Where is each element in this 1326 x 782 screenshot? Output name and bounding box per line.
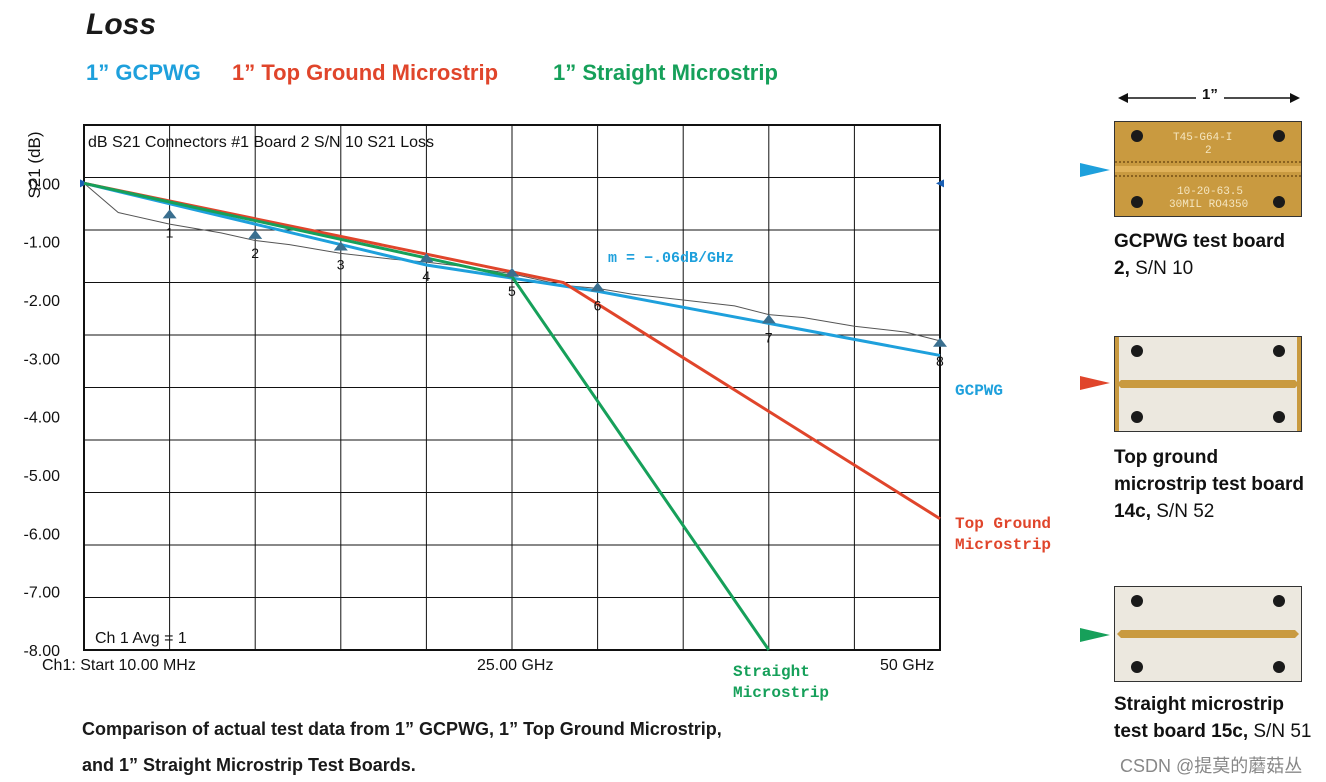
y-tick-label: -6.00 xyxy=(24,526,61,543)
y-tick-label: -3.00 xyxy=(24,351,61,368)
board-2-serial: S/N 52 xyxy=(1150,501,1215,522)
legend-gcpwg: 1” GCPWG xyxy=(86,60,201,85)
series-label-gcpwg: GCPWG xyxy=(955,382,1003,400)
top-ground-board-photo xyxy=(1114,336,1302,432)
marker-label: 2 xyxy=(251,245,259,261)
y-tick-label: -8.00 xyxy=(24,643,61,660)
gcpwg-board-label: GCPWG test board 2, S/N 10 xyxy=(1114,228,1304,282)
marker-triangle xyxy=(419,253,434,263)
page-title: Loss xyxy=(86,8,157,41)
y-tick-label: -4.00 xyxy=(24,410,61,427)
x-tick-start: Ch1: Start 10.00 MHz xyxy=(42,657,196,674)
marker-label: 8 xyxy=(936,353,944,369)
series-end-labels: GCPWG Top Ground Microstrip Straight Microst… xyxy=(733,382,1051,702)
board-1-serial: S/N 10 xyxy=(1129,258,1194,279)
straight-board-label: Straight microstrip test board 15c, S/N … xyxy=(1114,691,1314,745)
y-tick-label: 0.00 xyxy=(29,176,60,193)
board-3-name: Straight microstrip test board 15c, xyxy=(1114,694,1284,742)
dimension-indicator: 1” xyxy=(1118,86,1300,112)
straight-board-photo xyxy=(1114,586,1302,682)
board-2-name: Top ground microstrip test board 14c, xyxy=(1114,447,1305,522)
reference-marker-right xyxy=(936,179,944,188)
board-3-serial: S/N 51 xyxy=(1248,721,1312,742)
board-arrow-gcpwg xyxy=(1080,163,1110,177)
marker-triangle xyxy=(505,267,519,277)
loss-chart: 1 2 3 4 5 6 7 8 0.00 -1.00 -2.00 -3.00 -4.00 -5.00 -6… xyxy=(24,124,1051,702)
chart-grid xyxy=(80,124,944,651)
slope-annotation: m = −.06dB/GHz xyxy=(608,250,734,267)
reference-marker-left xyxy=(80,179,88,188)
marker-label: 7 xyxy=(765,329,773,345)
marker-triangle xyxy=(761,314,776,324)
legend-top-ground-microstrip: 1” Top Ground Microstrip xyxy=(232,60,499,85)
series-label-top-ground-microstrip: Top Ground Microstrip xyxy=(955,515,1051,554)
y-axis-label: S21 (dB) xyxy=(25,131,44,198)
legend-straight-microstrip: 1” Straight Microstrip xyxy=(553,60,778,85)
y-tick-label: -1.00 xyxy=(24,235,61,252)
marker-triangle xyxy=(590,282,605,292)
pcb-text-4: 30MIL RO4350 xyxy=(1169,199,1248,211)
x-tick-mid: 25.00 GHz xyxy=(477,657,553,674)
gcpwg-board-photo: T45-G64-I 2 10-20-63.5 30MIL RO4350 xyxy=(1114,121,1302,217)
marker-triangle xyxy=(333,241,348,251)
caption-line-2: and 1” Straight Microstrip Test Boards. xyxy=(82,755,416,775)
pcb-text-3: 10-20-63.5 xyxy=(1177,186,1243,198)
board-1-name: GCPWG test board 2, xyxy=(1114,231,1286,279)
series-label-straight-microstrip: Straight Microstrip xyxy=(733,663,829,702)
top-ground-board-label: Top ground microstrip test board 14c, S/… xyxy=(1114,444,1314,525)
marker-label: 5 xyxy=(508,283,516,299)
y-tick-label: -7.00 xyxy=(24,585,61,602)
marker-triangle xyxy=(248,229,263,239)
pcb-text-1: T45-G64-I xyxy=(1173,132,1232,144)
marker-triangle xyxy=(933,337,947,347)
board-arrow-straight xyxy=(1080,628,1110,642)
pcb-text-2: 2 xyxy=(1205,145,1212,157)
x-tick-end: 50 GHz xyxy=(880,657,934,674)
board-arrow-top-ground xyxy=(1080,376,1110,390)
marker-label: 4 xyxy=(422,268,430,284)
marker-label: 1 xyxy=(166,224,174,240)
caption-line-1: Comparison of actual test data from 1” G… xyxy=(82,719,722,739)
marker-label: 6 xyxy=(594,297,602,313)
marker-label: 3 xyxy=(337,257,345,273)
dimension-label: 1” xyxy=(1202,86,1218,103)
y-tick-label: -2.00 xyxy=(24,293,61,310)
trace-markers: 1 2 3 4 5 6 7 8 xyxy=(162,209,947,369)
watermark: CSDN @提莫的蘑菇丛 xyxy=(1120,756,1303,776)
chart-title: dB S21 Connectors #1 Board 2 S/N 10 S21 … xyxy=(88,134,434,151)
axis-ticks: 0.00 -1.00 -2.00 -3.00 -4.00 -5.00 -6.00 -7.00 -… xyxy=(24,176,61,660)
status-label: Ch 1 Avg = 1 xyxy=(95,630,187,647)
y-tick-label: -5.00 xyxy=(24,468,61,485)
marker-triangle xyxy=(162,209,177,219)
series-line-top-ground-microstrip xyxy=(83,181,941,521)
